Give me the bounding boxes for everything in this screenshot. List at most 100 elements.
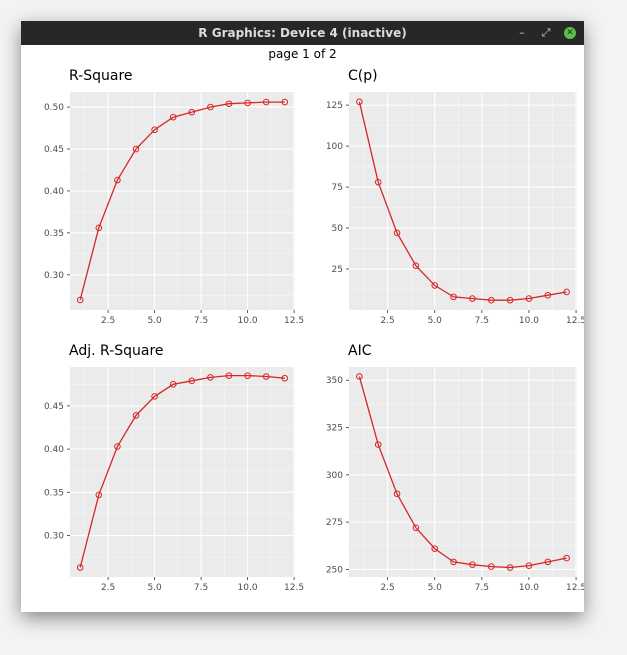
data-point [487,296,495,304]
y-tick-label: 325 [326,424,343,434]
x-tick-label: 2.5 [101,316,115,326]
data-point [132,145,140,153]
x-tick-label: 2.5 [101,583,115,593]
data-point [469,561,476,569]
data-point [76,296,84,304]
x-tick-label: 7.5 [194,316,208,326]
data-point [506,564,514,571]
data-point [207,103,214,111]
data-point [450,293,457,301]
data-point [151,393,158,400]
data-point [169,380,177,388]
x-tick-label: 10.0 [238,583,258,593]
data-point [563,554,570,562]
x-tick-label: 5.0 [147,583,162,593]
data-point [76,564,84,571]
minimize-button[interactable]: – [519,26,525,39]
y-tick-label: 0.40 [44,445,64,455]
data-point [169,113,177,121]
data-point [356,98,363,106]
data-point [544,558,552,566]
panel-background [70,92,295,310]
chart-panel-4: AIC 2.5 5.0 7.5 10.0 12.5 250 275 300 325 350 [326,343,584,593]
data-point [469,295,476,302]
data-point [356,373,363,380]
x-tick-label: 12.5 [284,316,304,326]
data-point [225,372,233,379]
graphics-window: R Graphics: Device 4 (inactive) – ⤢ ✕ pa… [21,21,584,612]
data-point [151,126,158,134]
data-point [525,295,533,302]
data-point [525,562,533,569]
x-tick-label: 7.5 [194,583,208,593]
chart-panel-1: R-Square 2.5 5.0 7.5 10.0 12.5 0.30 0.35 0.40 0.4… [44,68,304,326]
panel-background [70,367,295,577]
data-point [207,374,214,381]
data-point [374,441,382,448]
page-label: page 1 of 2 [268,47,337,61]
data-point [544,291,552,299]
y-tick-label: 0.45 [44,402,64,412]
data-point [431,545,439,552]
data-point [412,262,420,270]
chart-title: Adj. R-Square [69,343,164,359]
close-button[interactable]: ✕ [564,27,576,39]
x-tick-label: 10.0 [238,316,258,326]
y-tick-label: 25 [332,265,343,275]
y-tick-label: 0.40 [44,187,64,197]
x-tick-label: 12.5 [284,583,304,593]
data-point [281,98,289,106]
data-point [188,377,196,385]
data-point [563,288,570,296]
y-tick-label: 0.30 [44,271,64,281]
x-tick-label: 10.0 [519,583,539,593]
x-tick-label: 10.0 [519,316,539,326]
x-tick-label: 2.5 [380,316,394,326]
data-point [262,98,270,106]
data-point [431,282,439,289]
data-point [506,296,514,304]
window-titlebar[interactable]: R Graphics: Device 4 (inactive) – ⤢ ✕ [21,21,584,45]
panel-background [349,367,577,577]
data-point [450,558,457,566]
x-tick-label: 7.5 [475,316,489,326]
x-tick-label: 5.0 [147,316,162,326]
data-point [393,490,401,498]
chart-title: C(p) [348,68,378,84]
y-tick-label: 50 [332,224,344,234]
data-point [95,224,103,232]
x-tick-label: 5.0 [428,316,443,326]
y-tick-label: 250 [326,565,343,575]
chart-title: R-Square [69,68,133,84]
window-title: R Graphics: Device 4 (inactive) [198,26,407,40]
restore-button[interactable]: ⤢ [541,26,551,39]
data-point [393,229,401,237]
y-tick-label: 125 [326,101,343,111]
y-tick-label: 75 [332,183,343,193]
data-point [244,372,251,379]
y-tick-label: 0.50 [44,103,64,113]
data-point [487,563,495,570]
y-tick-label: 0.35 [44,488,64,498]
data-point [114,176,121,184]
x-tick-label: 5.0 [428,583,443,593]
data-point [244,99,251,107]
plots-area: R-Square 2.5 5.0 7.5 10.0 12.5 0.30 0.35 0.40 0.4… [44,68,584,593]
x-tick-label: 12.5 [566,583,584,593]
y-tick-label: 0.45 [44,145,64,155]
data-point [281,374,289,382]
y-tick-label: 100 [326,142,343,152]
y-tick-label: 0.30 [44,532,64,542]
y-tick-label: 350 [326,376,343,386]
data-point [188,108,196,116]
data-point [412,524,420,532]
y-tick-label: 300 [326,471,343,481]
data-point [262,373,270,380]
x-tick-label: 7.5 [475,583,489,593]
data-point [225,100,233,108]
x-tick-label: 12.5 [566,316,584,326]
panel-background [349,92,577,310]
y-tick-label: 275 [326,518,343,528]
data-point [132,412,140,419]
x-tick-label: 2.5 [380,583,394,593]
